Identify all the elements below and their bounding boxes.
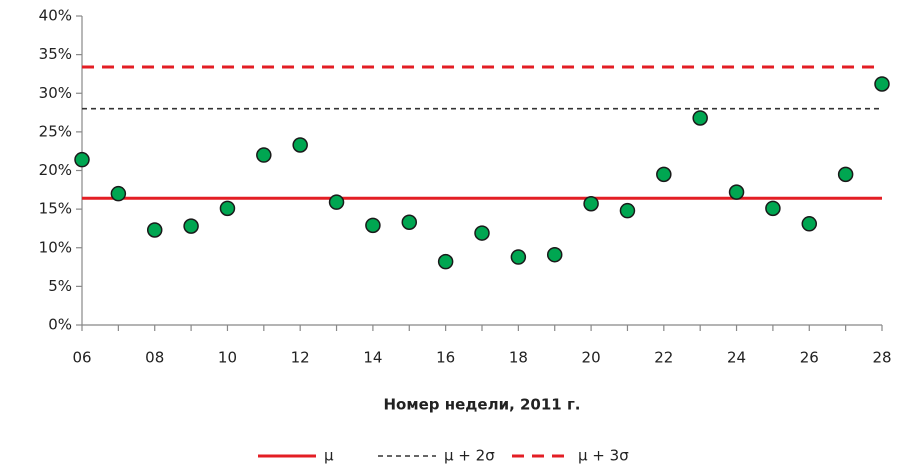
x-tick-label: 24: [727, 349, 746, 367]
point: [874, 76, 890, 92]
point: [256, 147, 272, 163]
point: [728, 184, 745, 200]
x-tick-label: 28: [872, 349, 891, 367]
y-tick-label: 35%: [39, 45, 72, 63]
y-tick-label: 5%: [48, 277, 72, 295]
point: [619, 202, 636, 219]
point: [692, 110, 708, 126]
y-tick-label: 20%: [39, 161, 72, 179]
point: [801, 216, 818, 232]
y-tick-label: 10%: [39, 238, 72, 256]
point: [292, 137, 308, 153]
point: [656, 166, 672, 183]
point: [437, 253, 454, 270]
point: [219, 200, 236, 217]
legend-label: μ: [324, 447, 334, 465]
point: [837, 166, 854, 183]
x-tick-label: 16: [436, 349, 455, 367]
point: [765, 200, 781, 217]
point: [365, 217, 381, 234]
point: [546, 246, 563, 263]
x-tick-label: 10: [218, 349, 237, 367]
legend-label: μ + 2σ: [444, 447, 495, 465]
point: [146, 222, 163, 238]
point: [110, 185, 127, 202]
x-tick-label: 06: [72, 349, 91, 367]
y-tick-label: 40%: [39, 7, 72, 25]
legend-label: μ + 3σ: [578, 447, 629, 465]
y-tick-label: 15%: [39, 200, 72, 218]
point: [583, 195, 599, 212]
point: [510, 249, 527, 265]
x-axis-label: Номер недели, 2011 г.: [384, 396, 581, 414]
y-tick-label: 25%: [39, 122, 72, 140]
x-tick-label: 08: [145, 349, 164, 367]
x-tick-label: 12: [291, 349, 310, 367]
point: [183, 218, 199, 234]
point: [401, 214, 418, 231]
x-tick-label: 18: [509, 349, 528, 367]
y-tick-label: 30%: [39, 84, 72, 102]
x-tick-label: 20: [582, 349, 601, 367]
y-tick-label: 0%: [48, 316, 72, 334]
point: [328, 194, 345, 210]
x-tick-label: 14: [363, 349, 382, 367]
point: [474, 225, 490, 241]
x-tick-label: 26: [800, 349, 819, 367]
point: [74, 151, 90, 168]
x-tick-label: 22: [654, 349, 673, 367]
